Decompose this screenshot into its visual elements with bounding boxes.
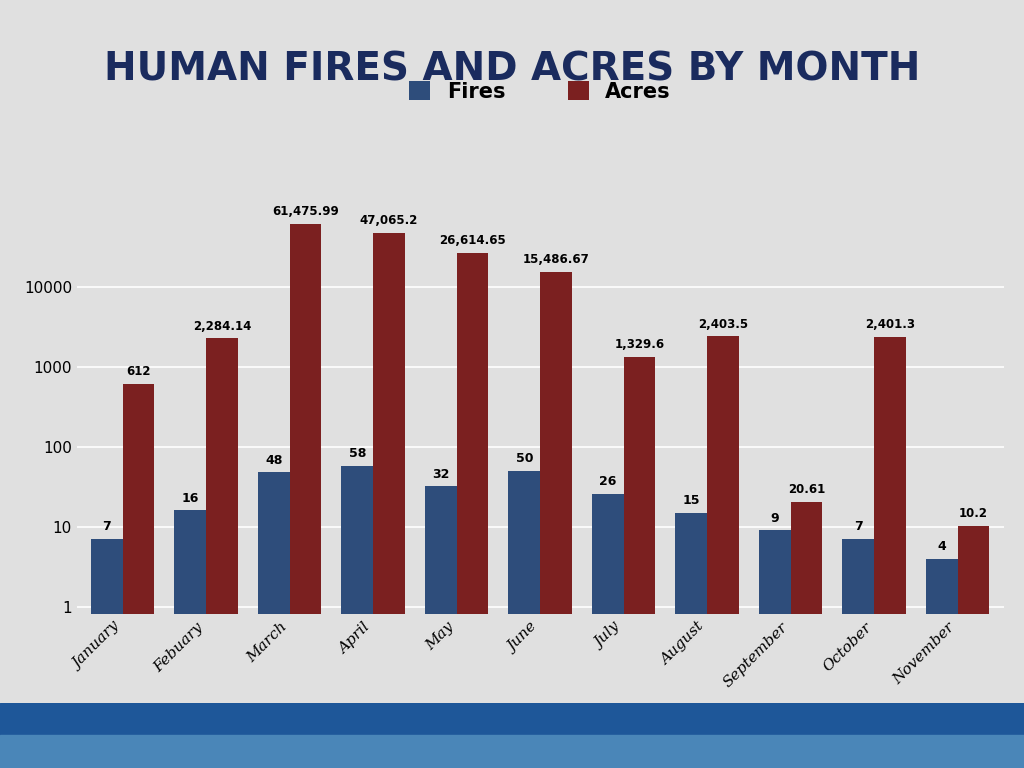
Text: 2,284.14: 2,284.14	[193, 319, 251, 333]
Bar	[957, 526, 989, 768]
Bar	[843, 539, 874, 768]
Bar	[341, 465, 373, 768]
Text: 26: 26	[599, 475, 616, 488]
Text: 48: 48	[265, 454, 283, 466]
Bar	[791, 502, 822, 768]
Bar	[206, 338, 238, 768]
Text: 15: 15	[683, 494, 700, 507]
Bar	[174, 511, 206, 768]
Bar	[91, 539, 123, 768]
Text: 1,329.6: 1,329.6	[614, 338, 665, 351]
Bar	[874, 336, 906, 768]
Text: 15,486.67: 15,486.67	[522, 253, 590, 266]
Legend: Fires, Acres: Fires, Acres	[410, 81, 671, 102]
Bar	[0, 736, 1024, 768]
Text: 47,065.2: 47,065.2	[359, 214, 418, 227]
Bar	[708, 336, 739, 768]
Text: 2,401.3: 2,401.3	[865, 318, 915, 331]
Bar	[0, 703, 1024, 736]
Bar	[759, 531, 791, 768]
Bar	[258, 472, 290, 768]
Bar	[624, 357, 655, 768]
Text: 2,403.5: 2,403.5	[698, 318, 749, 331]
Text: HUMAN FIRES AND ACRES BY MONTH: HUMAN FIRES AND ACRES BY MONTH	[103, 50, 921, 88]
Text: 10.2: 10.2	[958, 508, 988, 520]
Bar	[592, 494, 624, 768]
Text: 61,475.99: 61,475.99	[272, 205, 339, 218]
Text: 16: 16	[181, 492, 199, 505]
Text: 7: 7	[854, 521, 862, 534]
Text: 32: 32	[432, 468, 450, 481]
Text: 4: 4	[937, 540, 946, 553]
Text: 612: 612	[126, 366, 151, 378]
Text: 9: 9	[770, 511, 779, 525]
Bar	[290, 224, 322, 768]
Bar	[676, 513, 708, 768]
Bar	[541, 272, 571, 768]
Bar	[123, 384, 155, 768]
Bar	[926, 558, 957, 768]
Text: 7: 7	[102, 521, 112, 534]
Bar	[373, 233, 404, 768]
Bar	[457, 253, 488, 768]
Text: 26,614.65: 26,614.65	[439, 234, 506, 247]
Text: 58: 58	[348, 447, 366, 460]
Bar	[509, 471, 540, 768]
Bar	[425, 486, 457, 768]
Text: 20.61: 20.61	[787, 483, 825, 496]
Text: 50: 50	[515, 452, 534, 465]
